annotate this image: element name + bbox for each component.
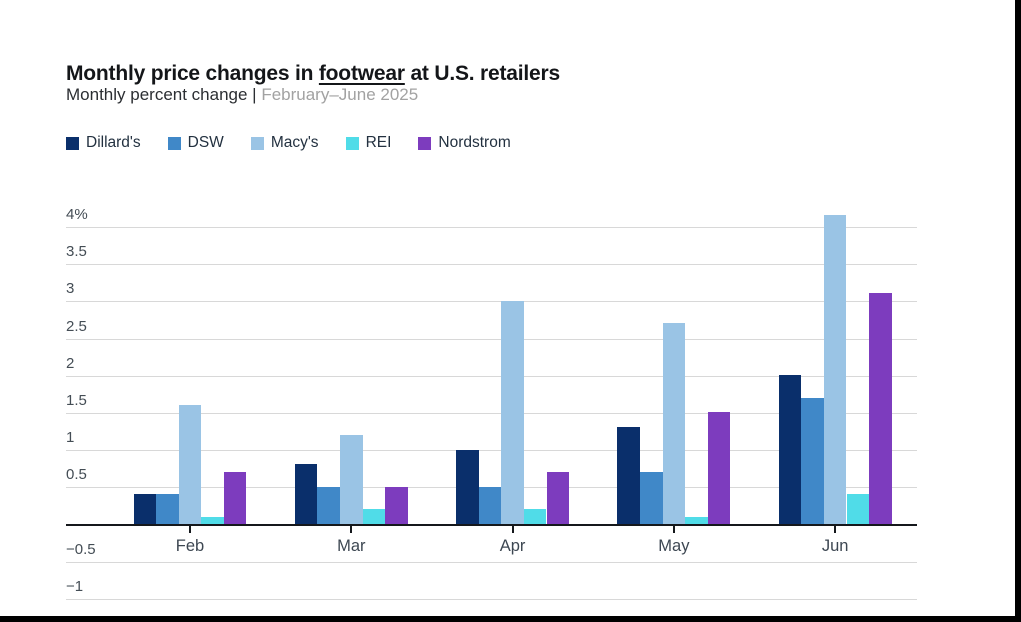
gridline	[66, 264, 917, 266]
legend-swatch-icon	[167, 136, 181, 150]
x-axis-tick	[672, 526, 675, 533]
legend-label: DSW	[187, 134, 224, 151]
bar-mar-dsw	[317, 486, 340, 524]
screenshot-border-bottom	[0, 616, 1021, 622]
chart-title: Monthly price changes in footwear at U.S…	[66, 62, 560, 86]
bar-may-rei	[685, 516, 708, 524]
bar-jun-macys	[823, 215, 847, 524]
bar-feb-dsw	[156, 494, 179, 524]
chart-subtitle-daterange: February–June 2025	[261, 85, 419, 104]
chart-subtitle-dark: Monthly percent change |	[66, 85, 262, 104]
bar-mar-dillards	[294, 464, 318, 524]
bar-jun-nordstrom	[869, 293, 892, 524]
bar-may-nordstrom	[707, 412, 731, 524]
bar-jun-rei	[846, 494, 870, 524]
y-axis-label: 1.5	[66, 391, 87, 409]
chart-title-suffix: at U.S. retailers	[404, 62, 560, 86]
gridline	[66, 598, 917, 600]
bar-mar-rei	[362, 509, 386, 524]
y-axis-label: −0.5	[66, 540, 96, 558]
legend-item-dsw: DSW	[167, 134, 224, 152]
y-axis-label: 2	[66, 354, 75, 372]
x-axis-label-feb: Feb	[175, 537, 205, 555]
gridline	[66, 561, 917, 563]
legend-swatch-icon	[418, 136, 432, 150]
x-axis-line	[66, 524, 917, 526]
x-axis-tick	[350, 526, 353, 533]
x-axis-tick	[189, 526, 191, 533]
chart-subtitle: Monthly percent change | February–June 2…	[66, 85, 418, 105]
bar-jun-dillards	[778, 375, 802, 524]
bar-apr-macys	[501, 300, 524, 524]
bar-jun-dsw	[801, 397, 824, 524]
legend-swatch-icon	[66, 136, 79, 150]
legend-label: REI	[365, 134, 392, 151]
chart-title-prefix: Monthly price changes in	[66, 62, 319, 86]
legend-swatch-icon	[345, 136, 359, 150]
gridline	[66, 412, 917, 414]
gridline	[66, 450, 917, 452]
gridline	[66, 226, 917, 228]
x-axis-label-jun: Jun	[821, 537, 849, 555]
legend-item-macys: Macy's	[250, 134, 319, 152]
gridline	[66, 301, 917, 303]
bar-feb-nordstrom	[223, 471, 247, 524]
legend-item-dillards: Dillard's	[66, 134, 141, 152]
y-axis-label: 0.5	[66, 466, 87, 484]
legend-label: Nordstrom	[438, 134, 511, 151]
legend: Dillard's DSW Macy's REI Nordstrom	[66, 134, 511, 152]
y-axis-label: 1	[66, 429, 75, 447]
bar-apr-dillards	[456, 449, 479, 524]
bar-feb-macys	[178, 404, 202, 524]
y-axis-label: −1	[66, 577, 84, 595]
x-axis-tick	[834, 526, 837, 533]
y-axis-label: 3	[66, 280, 75, 298]
bar-mar-macys	[340, 434, 363, 524]
bar-apr-nordstrom	[546, 471, 570, 524]
x-axis-label-apr: Apr	[499, 537, 526, 555]
bar-feb-rei	[201, 516, 224, 524]
bar-mar-nordstrom	[385, 486, 408, 524]
bar-may-dsw	[640, 471, 663, 524]
y-axis-label: 3.5	[66, 243, 87, 261]
bar-feb-dillards	[133, 494, 157, 524]
x-axis-label-may: May	[658, 537, 690, 555]
legend-label: Dillard's	[86, 134, 141, 151]
legend-swatch-icon	[250, 136, 264, 150]
legend-item-rei: REI	[345, 134, 392, 152]
gridline	[66, 375, 917, 377]
y-axis-label: 4%	[66, 205, 88, 223]
y-axis-label: 2.5	[66, 317, 87, 335]
x-axis-tick	[511, 526, 514, 533]
screenshot-border-right	[1015, 0, 1021, 622]
chart-title-underlined-word: footwear	[318, 62, 405, 86]
bar-may-macys	[662, 323, 686, 524]
bar-may-dillards	[617, 427, 640, 524]
x-axis-label-mar: Mar	[337, 537, 366, 555]
legend-item-nordstrom: Nordstrom	[418, 134, 511, 152]
gridline	[66, 338, 917, 340]
legend-label: Macy's	[270, 134, 319, 151]
bar-apr-dsw	[478, 486, 502, 524]
bar-apr-rei	[523, 509, 547, 524]
